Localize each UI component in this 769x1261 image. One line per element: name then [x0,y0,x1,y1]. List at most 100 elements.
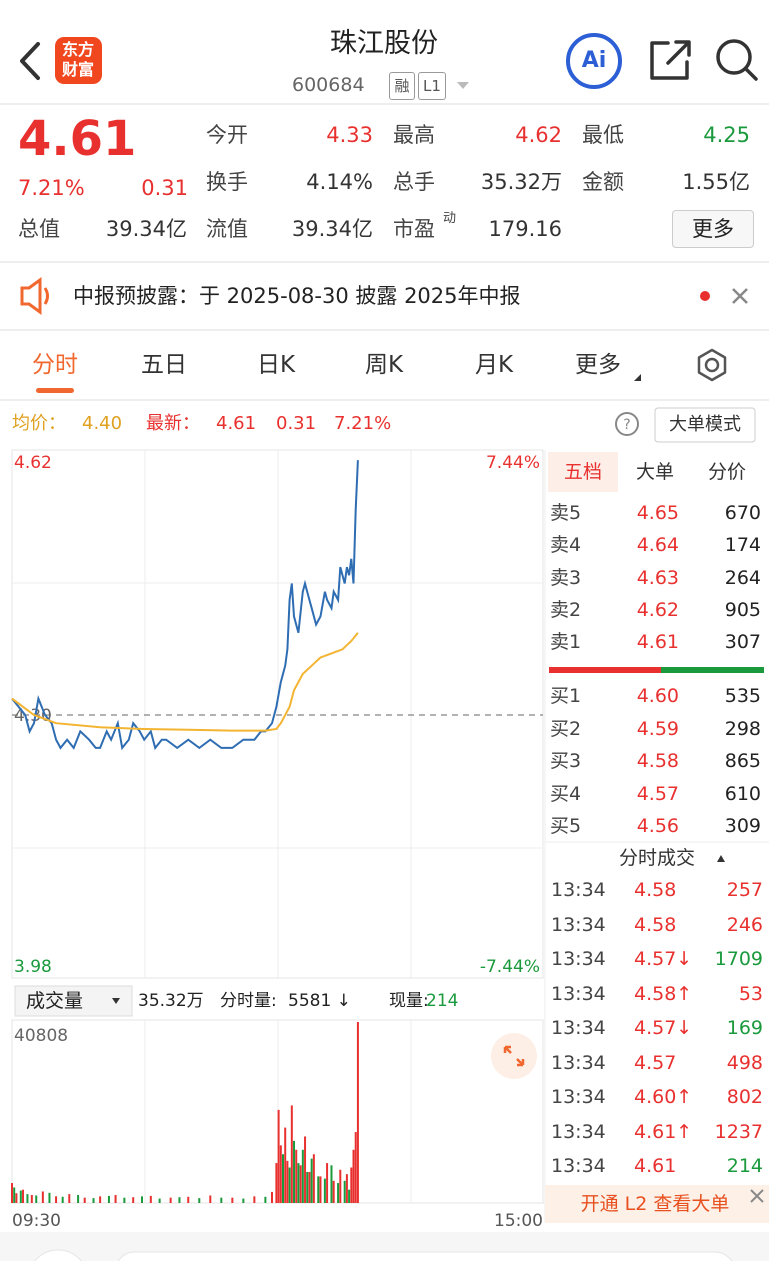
book-price: 4.59 [636,718,679,740]
tab[interactable]: 五日 [141,352,187,378]
book-label: 买2 [550,718,582,740]
last-value: 4.61 [216,413,257,434]
volume-bar [55,1196,58,1203]
volume-bar [132,1197,135,1203]
trade-price: 4.60↑ [634,1086,693,1108]
volume-bar [279,1145,282,1203]
volume-bar [178,1197,181,1203]
volume-bar [48,1192,51,1203]
logo-text: 财富 [61,60,94,79]
volume-bar [282,1154,285,1203]
change-pct: 7.21% [18,176,85,200]
trade-volume: 257 [726,879,763,901]
banner-bg [545,1185,769,1223]
book-tab-active [548,452,618,492]
last-change: 0.31 [276,413,317,434]
quote-value: 4.14% [306,170,373,194]
volume-bar [83,1197,86,1203]
y2-tick-label: -7.44% [480,957,540,977]
bottom-button[interactable] [28,1249,88,1261]
book-label: 卖5 [550,502,582,524]
banner-close[interactable] [750,1189,764,1203]
tab[interactable]: 周K [364,352,404,378]
book-label: 卖4 [550,534,582,556]
trade-time: 13:34 [551,879,606,901]
settings-icon[interactable] [697,348,727,382]
quote-label: 市盈 [393,217,435,241]
tab[interactable]: 日K [256,352,296,378]
y-tick-label: 4.62 [14,453,52,473]
trade-volume: 169 [726,1017,763,1039]
trade-price: 4.61↑ [634,1120,693,1143]
book-price: 4.57 [636,783,679,805]
ai-icon[interactable] [566,33,622,89]
back-icon[interactable] [20,42,40,80]
l2-banner[interactable]: 开通 L2 查看大单 [580,1193,730,1215]
mode-button-border [654,407,756,443]
volume-bar [26,1194,29,1203]
tab[interactable]: 分时 [32,352,78,378]
volume-bar [198,1198,201,1203]
book-tab[interactable]: 分价 [707,461,746,483]
volume-bar [304,1136,307,1203]
help-icon[interactable] [615,412,639,436]
book-volume: 670 [724,502,761,524]
expand-button[interactable] [491,1033,537,1079]
quote-label: 今开 [206,123,248,147]
book-label: 买5 [550,815,582,837]
mode-button[interactable]: 大单模式 [669,414,741,435]
volume-bar [295,1149,298,1203]
volume-bar [339,1169,342,1203]
y-tick-label: 3.98 [14,957,52,977]
volume-bar [284,1127,287,1203]
book-label: 卖3 [550,567,582,589]
volume-select[interactable] [14,985,133,1017]
dropdown-caret [457,82,469,89]
trades-title: 分时成交 [618,847,695,869]
trade-price: 4.57 [634,1051,677,1074]
volume-bar [209,1195,212,1203]
volume-bar [301,1149,304,1203]
quote-value: 4.33 [326,123,373,147]
volume-bar [297,1163,300,1203]
volume-bar [220,1197,223,1203]
y-tick-label: 40808 [14,1026,68,1046]
book-tab[interactable]: 大单 [635,461,674,483]
volume-bar [140,1196,143,1203]
last-change-pct: 7.21% [334,413,392,434]
book-volume: 865 [724,750,761,772]
volume-bar [11,1183,13,1203]
volume-bar [123,1197,126,1203]
tab[interactable]: 月K [474,352,514,378]
stock-name: 珠江股份 [330,28,438,59]
more-button[interactable]: 更多 [672,210,754,248]
book-volume: 610 [724,783,761,805]
search-icon[interactable] [716,39,758,81]
volume-bar [306,1171,309,1203]
logo-text: 东方 [61,40,94,59]
trade-time: 13:34 [551,982,606,1005]
trade-volume: 53 [738,982,763,1005]
tab[interactable]: 更多 [575,352,621,378]
change: 0.31 [141,176,188,200]
book-label: 买4 [550,783,582,805]
trade-volume: 498 [726,1051,763,1074]
volume-bar [13,1187,16,1203]
volume-bar [317,1176,320,1203]
ask-ratio [549,667,661,673]
quote-label: 最低 [582,123,624,147]
book-tab[interactable]: 五档 [563,461,602,483]
volume-bar [107,1195,110,1203]
quote-value: 1.55亿 [682,170,750,194]
quote-value: 39.34亿 [105,217,187,241]
volume-bar [290,1105,293,1203]
volume-bar [356,1022,359,1203]
quote-value: 4.62 [515,123,562,147]
trade-price: 4.61 [634,1155,677,1177]
book-price: 4.65 [636,502,679,524]
close-icon[interactable] [732,288,748,304]
ai-label: Ai [581,48,607,73]
bottom-input[interactable] [115,1251,735,1261]
expand-icon [503,1045,525,1067]
share-icon[interactable] [650,40,691,80]
